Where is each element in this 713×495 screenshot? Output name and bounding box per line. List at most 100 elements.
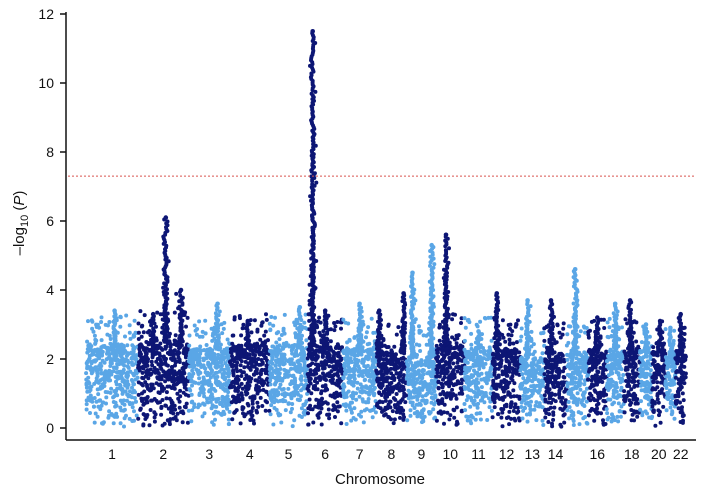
snp-point bbox=[421, 419, 426, 424]
snp-point bbox=[376, 362, 381, 366]
snp-point bbox=[507, 422, 512, 427]
snp-point bbox=[538, 371, 543, 375]
snp-point bbox=[87, 348, 91, 353]
snp-point bbox=[426, 332, 431, 337]
snp-point bbox=[224, 381, 229, 385]
snp-point bbox=[267, 360, 272, 364]
snp-point bbox=[276, 357, 281, 362]
snp-point bbox=[331, 408, 335, 412]
snp-point bbox=[205, 399, 210, 404]
snp-point bbox=[138, 407, 143, 412]
snp-point bbox=[290, 424, 295, 429]
snp-point bbox=[360, 397, 365, 402]
snp-point bbox=[98, 367, 103, 372]
snp-point bbox=[91, 329, 96, 334]
snp-point bbox=[383, 405, 388, 410]
snp-point bbox=[93, 340, 98, 345]
snp-point bbox=[497, 382, 502, 387]
snp-point bbox=[520, 365, 525, 370]
snp-point bbox=[472, 398, 477, 403]
snp-point bbox=[474, 352, 479, 357]
snp-point bbox=[488, 391, 493, 396]
snp-point bbox=[427, 365, 431, 370]
snp-point bbox=[410, 363, 415, 368]
snp-point bbox=[110, 413, 115, 418]
snp-point bbox=[450, 335, 455, 340]
snp-point bbox=[86, 319, 90, 324]
snp-point bbox=[332, 321, 337, 325]
snp-point bbox=[393, 367, 398, 372]
snp-point bbox=[140, 375, 145, 380]
snp-point bbox=[410, 403, 415, 408]
peak-snp-point bbox=[401, 291, 406, 296]
snp-point bbox=[131, 382, 136, 387]
snp-point bbox=[84, 398, 89, 403]
chromosome-5-points bbox=[267, 305, 310, 429]
snp-point bbox=[130, 401, 135, 406]
snp-point bbox=[467, 375, 472, 380]
snp-point bbox=[163, 403, 168, 408]
snp-point bbox=[398, 415, 402, 420]
snp-point bbox=[523, 406, 527, 411]
snp-point bbox=[121, 378, 126, 383]
snp-point bbox=[363, 356, 368, 361]
snp-point bbox=[133, 368, 138, 373]
snp-point bbox=[505, 368, 510, 373]
snp-point bbox=[371, 345, 376, 350]
snp-point bbox=[193, 328, 198, 333]
snp-point bbox=[227, 409, 232, 414]
snp-point bbox=[190, 368, 195, 373]
snp-point bbox=[306, 411, 310, 416]
snp-point bbox=[204, 343, 209, 347]
snp-point bbox=[528, 304, 533, 309]
snp-point bbox=[252, 421, 256, 426]
snp-point bbox=[542, 343, 547, 348]
snp-point bbox=[122, 348, 127, 353]
snp-point bbox=[332, 352, 337, 357]
snp-point bbox=[254, 383, 259, 388]
snp-point bbox=[343, 367, 348, 372]
snp-point bbox=[179, 376, 184, 381]
peak-snp-point bbox=[410, 270, 415, 276]
snp-point bbox=[319, 391, 324, 396]
snp-point bbox=[442, 291, 447, 296]
snp-point bbox=[115, 346, 120, 351]
snp-point bbox=[264, 317, 269, 322]
snp-point bbox=[371, 362, 376, 367]
snp-point bbox=[381, 338, 386, 343]
snp-point bbox=[376, 319, 380, 324]
snp-point bbox=[414, 402, 419, 407]
snp-point bbox=[450, 354, 455, 359]
snp-point bbox=[308, 368, 313, 373]
snp-point bbox=[264, 312, 268, 317]
snp-point bbox=[183, 382, 188, 386]
snp-point bbox=[230, 354, 234, 359]
snp-point bbox=[146, 370, 151, 375]
snp-point bbox=[457, 391, 462, 396]
snp-point bbox=[414, 380, 419, 385]
snp-point bbox=[175, 391, 180, 396]
snp-point bbox=[443, 381, 448, 385]
snp-point bbox=[337, 392, 341, 397]
snp-point bbox=[356, 326, 361, 331]
snp-point bbox=[136, 321, 141, 326]
snp-point bbox=[346, 364, 350, 369]
peak-snp-point bbox=[297, 305, 303, 310]
snp-point bbox=[311, 352, 316, 356]
snp-point bbox=[536, 379, 541, 384]
snp-point bbox=[163, 374, 168, 379]
snp-point bbox=[260, 340, 265, 345]
snp-point bbox=[346, 376, 351, 381]
snp-point bbox=[190, 408, 195, 413]
snp-point bbox=[157, 351, 162, 356]
snp-point bbox=[113, 356, 118, 361]
snp-point bbox=[365, 369, 370, 374]
snp-point bbox=[293, 335, 298, 340]
snp-point bbox=[270, 344, 275, 349]
snp-point bbox=[509, 401, 514, 406]
snp-point bbox=[241, 411, 245, 416]
snp-point bbox=[167, 331, 172, 336]
peak-snp-point bbox=[215, 301, 220, 307]
snp-point bbox=[324, 378, 328, 382]
snp-point bbox=[504, 416, 509, 420]
